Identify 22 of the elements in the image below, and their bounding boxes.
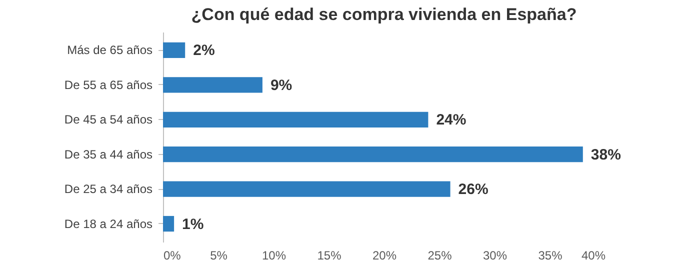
y-tick-label: De 18 a 24 años <box>64 216 152 231</box>
data-label: 9% <box>270 76 292 94</box>
y-tick-label: De 45 a 54 años <box>64 112 152 127</box>
data-label: 24% <box>436 112 466 129</box>
y-tick-label: De 55 a 65 años <box>64 78 152 92</box>
x-tick-label: 0% <box>164 248 182 262</box>
data-label: 26% <box>458 181 488 198</box>
y-tick-label: De 25 a 34 años <box>64 182 152 196</box>
y-tick-label: Más de 65 años <box>67 43 152 58</box>
data-label: 1% <box>182 216 204 233</box>
x-tick-label: 5% <box>210 248 228 262</box>
x-tick-label: 10% <box>262 248 286 262</box>
x-tick-label: 25% <box>428 248 452 262</box>
x-tick-label: 15% <box>317 248 342 262</box>
chart-title: ¿Con qué edad se compra vivienda en España? <box>191 5 577 24</box>
x-tick-label: 35% <box>538 248 563 262</box>
data-label: 2% <box>193 42 215 60</box>
x-tick-label: 20% <box>372 248 397 262</box>
y-tick-label: De 35 a 44 años <box>64 147 152 162</box>
x-tick-label: 30% <box>482 248 508 262</box>
x-tick-label: 40% <box>581 248 606 262</box>
data-label: 38% <box>590 146 621 164</box>
